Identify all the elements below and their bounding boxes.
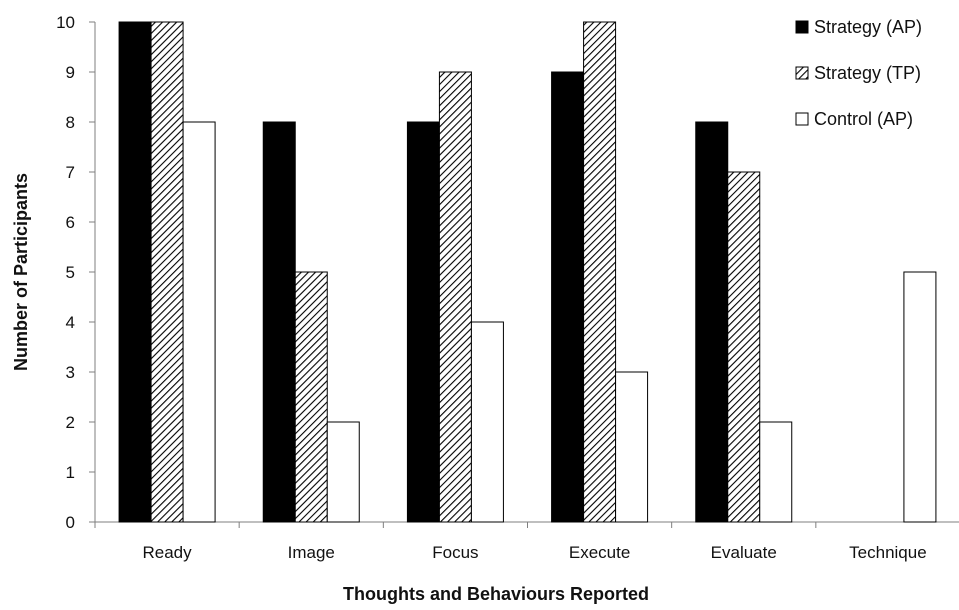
- bar: [695, 121, 729, 523]
- x-tick-label: Technique: [849, 543, 927, 562]
- x-axis: Ready Image Focus Execute Evaluate Technique: [94, 521, 959, 562]
- y-tick-label: 9: [66, 63, 75, 82]
- y-tick-label: 3: [66, 363, 75, 382]
- y-tick-label: 5: [66, 263, 75, 282]
- bars: [118, 21, 937, 523]
- legend-label: Control (AP): [814, 109, 913, 129]
- bar: [903, 271, 937, 523]
- y-tick-label: 4: [66, 313, 75, 332]
- bar: [326, 421, 360, 523]
- y-tick-label: 7: [66, 163, 75, 182]
- x-tick-label: Execute: [569, 543, 630, 562]
- x-axis-title: Thoughts and Behaviours Reported: [343, 584, 649, 604]
- y-tick-label: 8: [66, 113, 75, 132]
- bar: [615, 371, 649, 523]
- bar: [150, 21, 184, 523]
- legend-swatch: [795, 20, 809, 34]
- bar: [406, 121, 440, 523]
- legend-swatch: [795, 66, 809, 80]
- y-axis-title: Number of Participants: [11, 173, 31, 371]
- legend-label: Strategy (TP): [814, 63, 921, 83]
- bar: [727, 171, 761, 523]
- bar: [551, 71, 585, 523]
- bar: [262, 121, 296, 523]
- legend-label: Strategy (AP): [814, 17, 922, 37]
- y-axis: 0 1 2 3 4 5 6 7 8 9 10: [56, 13, 96, 532]
- y-tick-label: 0: [66, 513, 75, 532]
- bar: [182, 121, 216, 523]
- x-tick-label: Evaluate: [711, 543, 777, 562]
- x-tick-label: Ready: [143, 543, 193, 562]
- y-tick-label: 6: [66, 213, 75, 232]
- y-tick-label: 1: [66, 463, 75, 482]
- bar: [118, 21, 152, 523]
- y-tick-label: 2: [66, 413, 75, 432]
- legend-swatch: [795, 112, 809, 126]
- bar: [583, 21, 617, 523]
- bar: [470, 321, 504, 523]
- bar: [759, 421, 793, 523]
- legend: Strategy (AP) Strategy (TP) Control (AP): [795, 17, 922, 129]
- y-tick-label: 10: [56, 13, 75, 32]
- x-tick-label: Image: [288, 543, 335, 562]
- bar: [294, 271, 328, 523]
- bar: [438, 71, 472, 523]
- x-tick-label: Focus: [432, 543, 478, 562]
